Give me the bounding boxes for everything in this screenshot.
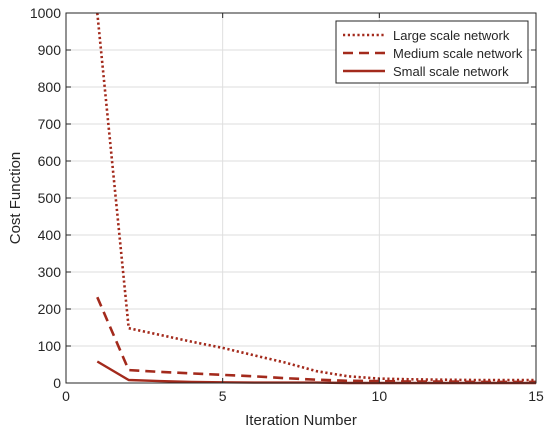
y-tick-label: 500	[38, 190, 62, 206]
legend-entry-label: Small scale network	[393, 64, 509, 79]
y-axis-label: Cost Function	[7, 152, 24, 245]
y-tick-label: 1000	[30, 5, 61, 21]
series-line-dotted	[96, 12, 536, 382]
tick-labels: 0 5 10 15 0 100 200 300 400 500 600 700 800 900 1000	[30, 5, 544, 404]
legend-entry-label: Medium scale network	[393, 46, 523, 61]
y-tick-label: 900	[38, 42, 62, 58]
y-tick-label: 0	[53, 375, 61, 391]
x-tick-label: 15	[528, 388, 544, 404]
x-axis-label: Iteration Number	[245, 412, 357, 429]
y-tick-label: 100	[38, 338, 62, 354]
legend-entry-label: Large scale network	[393, 28, 510, 43]
x-tick-label: 5	[219, 388, 227, 404]
y-tick-label: 300	[38, 264, 62, 280]
y-tick-label: 400	[38, 227, 62, 243]
series-line-dashed	[96, 296, 536, 384]
x-tick-label: 0	[62, 388, 70, 404]
y-tick-label: 200	[38, 301, 62, 317]
legend: Large scale network Medium scale network S…	[335, 20, 529, 84]
y-tick-label: 700	[38, 116, 62, 132]
y-tick-label: 600	[38, 153, 62, 169]
y-tick-label: 800	[38, 79, 62, 95]
x-tick-label: 10	[372, 388, 388, 404]
